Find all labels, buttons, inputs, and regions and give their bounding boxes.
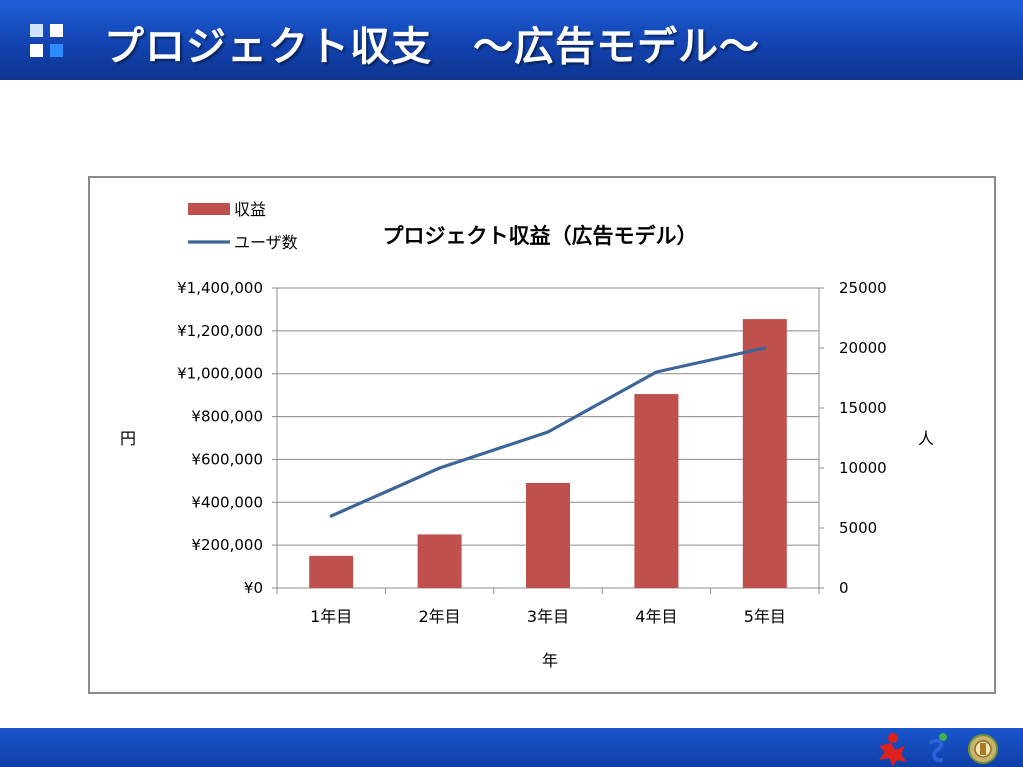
y-tick-label: ¥0	[244, 579, 263, 597]
red-figure-logo	[879, 733, 907, 766]
y2-tick-label: 5000	[839, 519, 877, 537]
y2-tick-label: 15000	[839, 399, 887, 417]
title-bar: プロジェクト収支 ～広告モデル～	[0, 0, 1023, 80]
legend-swatch-revenue	[188, 203, 230, 215]
y2-tick-label: 20000	[839, 339, 887, 357]
emblem-logo	[968, 734, 998, 764]
users-point	[654, 370, 659, 374]
legend-label-users: ユーザ数	[234, 233, 298, 252]
swirl-logo	[929, 733, 947, 763]
users-point	[329, 514, 333, 518]
revenue-bar	[742, 319, 787, 588]
y-tick-label: ¥400,000	[191, 493, 263, 511]
y-tick-label: ¥600,000	[191, 450, 263, 468]
y-tick-label: ¥1,000,000	[177, 365, 263, 383]
x-tick-label: 1年目	[310, 607, 352, 626]
chart-canvas: ¥0 ¥200,000 ¥400,000 ¥600,000 ¥800,000 ¥1,000…	[120, 200, 934, 670]
x-tick-label: 3年目	[527, 607, 569, 626]
legend-label-revenue: 収益	[234, 200, 266, 219]
revenue-bar	[634, 394, 679, 588]
x-tick-label: 4年目	[635, 607, 677, 626]
footer-logos	[879, 733, 998, 766]
y2-tick-label: 0	[839, 579, 849, 597]
revenue-bar	[309, 555, 354, 588]
users-point	[763, 346, 767, 350]
y-tick-label: ¥1,200,000	[177, 322, 263, 340]
y-tick-label: ¥200,000	[191, 536, 263, 554]
revenue-bar	[526, 483, 570, 588]
revenue-bar	[417, 534, 462, 588]
y2-tick-label: 25000	[839, 279, 887, 297]
y2-tick-label: 10000	[839, 459, 887, 477]
bullet-squares-icon	[30, 24, 70, 64]
x-tick-label: 5年目	[744, 607, 786, 626]
x-axis-label: 年	[542, 651, 558, 670]
y-tick-label: ¥1,400,000	[177, 279, 263, 297]
footer-bar	[0, 728, 1023, 767]
y-axis-label: 円	[120, 429, 136, 448]
y-tick-label: ¥800,000	[191, 408, 263, 426]
x-tick-label: 2年目	[419, 607, 461, 626]
slide-title: プロジェクト収支 ～広告モデル～	[104, 24, 760, 70]
y2-axis-label: 人	[918, 429, 934, 448]
chart-title: プロジェクト収益（広告モデル）	[383, 224, 698, 248]
revenue-chart: ¥0 ¥200,000 ¥400,000 ¥600,000 ¥800,000 ¥1,000…	[88, 176, 996, 694]
users-point	[546, 430, 550, 434]
users-point	[438, 466, 442, 470]
